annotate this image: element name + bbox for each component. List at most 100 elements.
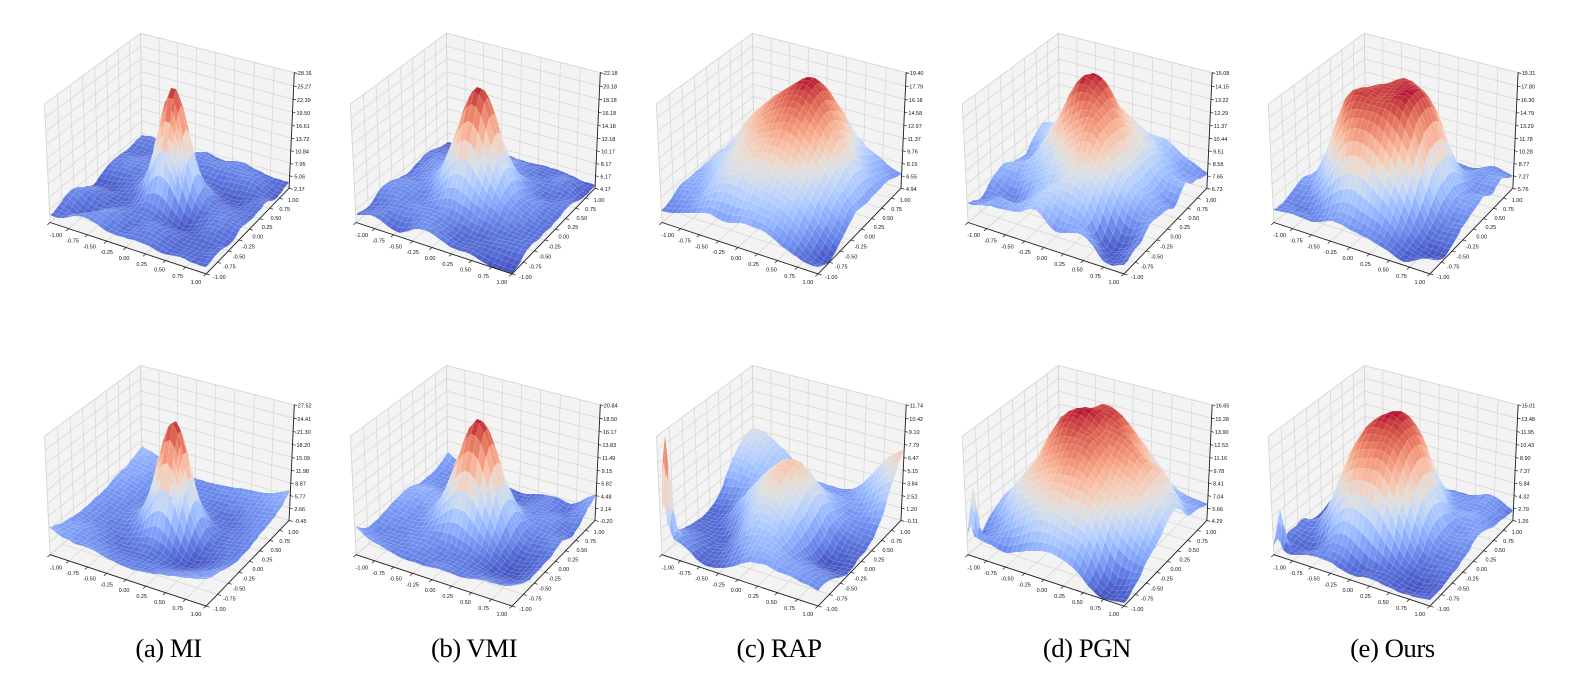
svg-text:0.75: 0.75 bbox=[1197, 539, 1208, 545]
svg-text:16.18: 16.18 bbox=[909, 98, 923, 104]
svg-text:19.50: 19.50 bbox=[297, 111, 311, 117]
svg-text:-0.75: -0.75 bbox=[1290, 571, 1303, 577]
svg-text:1.00: 1.00 bbox=[900, 198, 911, 204]
svg-text:-1.00: -1.00 bbox=[967, 233, 980, 239]
svg-text:0.25: 0.25 bbox=[1054, 594, 1065, 600]
svg-text:11.16: 11.16 bbox=[1214, 456, 1227, 462]
svg-text:-0.50: -0.50 bbox=[233, 254, 246, 260]
svg-text:-1.00: -1.00 bbox=[967, 565, 980, 571]
svg-text:6.55: 6.55 bbox=[906, 175, 917, 181]
svg-text:0.00: 0.00 bbox=[253, 235, 264, 241]
svg-text:-0.50: -0.50 bbox=[1307, 577, 1320, 583]
svg-text:11.74: 11.74 bbox=[910, 403, 923, 409]
svg-text:-1.00: -1.00 bbox=[1273, 233, 1286, 239]
svg-text:-0.25: -0.25 bbox=[712, 250, 725, 256]
svg-text:0.00: 0.00 bbox=[253, 567, 264, 573]
svg-text:-1.00: -1.00 bbox=[356, 565, 369, 571]
svg-text:20.84: 20.84 bbox=[604, 403, 618, 409]
svg-text:1.00: 1.00 bbox=[497, 280, 508, 286]
svg-text:1.00: 1.00 bbox=[803, 612, 814, 618]
svg-text:0.75: 0.75 bbox=[585, 539, 596, 545]
svg-text:-0.50: -0.50 bbox=[83, 577, 96, 583]
svg-text:16.30: 16.30 bbox=[1521, 98, 1535, 104]
svg-text:0.25: 0.25 bbox=[748, 262, 759, 268]
svg-text:0.00: 0.00 bbox=[1476, 567, 1487, 573]
svg-text:-0.75: -0.75 bbox=[1141, 264, 1154, 270]
svg-text:5.15: 5.15 bbox=[908, 469, 919, 475]
svg-text:11.78: 11.78 bbox=[1519, 137, 1532, 143]
svg-text:0.25: 0.25 bbox=[1180, 225, 1191, 231]
svg-text:12.53: 12.53 bbox=[1214, 443, 1228, 449]
svg-text:15.28: 15.28 bbox=[1215, 417, 1229, 423]
svg-text:0.00: 0.00 bbox=[1170, 235, 1181, 241]
svg-text:11.95: 11.95 bbox=[1521, 430, 1534, 436]
svg-text:0.25: 0.25 bbox=[442, 594, 453, 600]
svg-text:0.50: 0.50 bbox=[271, 548, 282, 554]
svg-text:-1.00: -1.00 bbox=[825, 607, 838, 613]
svg-text:-1.00: -1.00 bbox=[825, 275, 838, 281]
svg-text:0.75: 0.75 bbox=[1503, 539, 1514, 545]
svg-text:0.50: 0.50 bbox=[1494, 548, 1505, 554]
svg-text:-0.75: -0.75 bbox=[372, 239, 385, 245]
svg-text:13.83: 13.83 bbox=[602, 443, 616, 449]
svg-text:9.10: 9.10 bbox=[909, 430, 920, 436]
svg-text:0.50: 0.50 bbox=[883, 548, 894, 554]
svg-text:0.00: 0.00 bbox=[1037, 588, 1048, 594]
svg-text:0.75: 0.75 bbox=[478, 606, 489, 612]
svg-text:18.50: 18.50 bbox=[603, 417, 617, 423]
svg-text:0.00: 0.00 bbox=[1343, 588, 1354, 594]
svg-text:0.00: 0.00 bbox=[559, 567, 570, 573]
svg-text:-0.50: -0.50 bbox=[389, 577, 402, 583]
svg-text:0.50: 0.50 bbox=[766, 600, 777, 606]
svg-text:1.00: 1.00 bbox=[288, 530, 299, 536]
svg-text:3.84: 3.84 bbox=[907, 482, 918, 488]
svg-text:0.25: 0.25 bbox=[874, 557, 885, 563]
svg-text:1.00: 1.00 bbox=[191, 280, 202, 286]
svg-text:-0.75: -0.75 bbox=[984, 239, 997, 245]
svg-text:8.17: 8.17 bbox=[601, 162, 612, 168]
svg-text:22.39: 22.39 bbox=[297, 98, 311, 104]
svg-text:8.15: 8.15 bbox=[907, 162, 918, 168]
svg-text:14.18: 14.18 bbox=[602, 124, 616, 130]
svg-text:10.44: 10.44 bbox=[1214, 137, 1228, 143]
svg-text:-0.50: -0.50 bbox=[1457, 254, 1470, 260]
svg-text:0.25: 0.25 bbox=[136, 262, 147, 268]
svg-text:-0.50: -0.50 bbox=[539, 587, 552, 593]
svg-text:4.29: 4.29 bbox=[1212, 519, 1223, 525]
svg-text:10.28: 10.28 bbox=[1519, 150, 1533, 156]
svg-text:-0.25: -0.25 bbox=[406, 582, 419, 588]
svg-text:0.75: 0.75 bbox=[279, 207, 290, 213]
svg-text:-0.25: -0.25 bbox=[1466, 577, 1479, 583]
svg-text:13.29: 13.29 bbox=[1520, 124, 1534, 130]
svg-text:1.00: 1.00 bbox=[1206, 530, 1217, 536]
svg-text:-1.00: -1.00 bbox=[1273, 565, 1286, 571]
svg-text:-0.25: -0.25 bbox=[1018, 582, 1031, 588]
svg-text:0.75: 0.75 bbox=[279, 539, 290, 545]
svg-text:-0.50: -0.50 bbox=[1307, 244, 1320, 250]
svg-text:0.25: 0.25 bbox=[1486, 225, 1497, 231]
svg-text:0.50: 0.50 bbox=[154, 600, 165, 606]
svg-text:0.25: 0.25 bbox=[1360, 594, 1371, 600]
svg-text:1.00: 1.00 bbox=[1512, 198, 1523, 204]
svg-text:-0.50: -0.50 bbox=[845, 587, 858, 593]
svg-text:-0.75: -0.75 bbox=[835, 597, 848, 603]
svg-text:-0.25: -0.25 bbox=[1324, 582, 1337, 588]
svg-text:-0.50: -0.50 bbox=[1151, 587, 1164, 593]
svg-text:-1.00: -1.00 bbox=[213, 607, 226, 613]
svg-text:0.75: 0.75 bbox=[891, 207, 902, 213]
svg-text:0.75: 0.75 bbox=[1197, 207, 1208, 213]
svg-text:-0.75: -0.75 bbox=[678, 239, 691, 245]
svg-text:0.25: 0.25 bbox=[568, 225, 579, 231]
svg-text:24.41: 24.41 bbox=[297, 417, 311, 423]
svg-text:-1.00: -1.00 bbox=[50, 233, 63, 239]
svg-text:14.79: 14.79 bbox=[1520, 111, 1534, 117]
svg-text:6.82: 6.82 bbox=[601, 482, 612, 488]
svg-text:7.65: 7.65 bbox=[1212, 175, 1223, 181]
svg-text:4.94: 4.94 bbox=[906, 187, 917, 193]
svg-text:-0.50: -0.50 bbox=[1457, 587, 1470, 593]
svg-text:11.49: 11.49 bbox=[602, 456, 615, 462]
svg-text:28.16: 28.16 bbox=[298, 71, 312, 77]
svg-text:-0.25: -0.25 bbox=[1018, 250, 1031, 256]
svg-text:9.78: 9.78 bbox=[1214, 469, 1225, 475]
svg-text:12.18: 12.18 bbox=[602, 137, 616, 143]
